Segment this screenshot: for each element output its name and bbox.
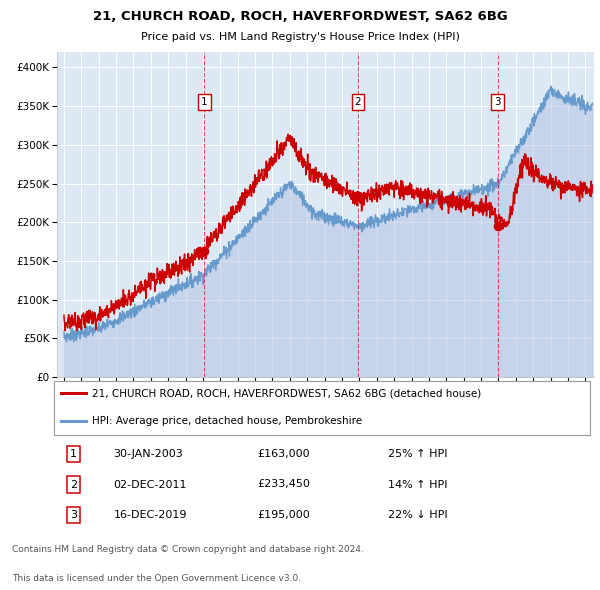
Text: 21, CHURCH ROAD, ROCH, HAVERFORDWEST, SA62 6BG: 21, CHURCH ROAD, ROCH, HAVERFORDWEST, SA… — [92, 11, 508, 24]
FancyBboxPatch shape — [54, 381, 590, 435]
Text: 1: 1 — [70, 449, 77, 459]
Text: 3: 3 — [70, 510, 77, 520]
Text: 21, CHURCH ROAD, ROCH, HAVERFORDWEST, SA62 6BG (detached house): 21, CHURCH ROAD, ROCH, HAVERFORDWEST, SA… — [92, 388, 481, 398]
Text: £233,450: £233,450 — [257, 480, 310, 490]
Text: £195,000: £195,000 — [257, 510, 310, 520]
Text: 14% ↑ HPI: 14% ↑ HPI — [388, 480, 447, 490]
Text: 30-JAN-2003: 30-JAN-2003 — [113, 449, 183, 459]
Text: This data is licensed under the Open Government Licence v3.0.: This data is licensed under the Open Gov… — [12, 574, 301, 583]
Text: £163,000: £163,000 — [257, 449, 310, 459]
Text: 2: 2 — [70, 480, 77, 490]
Text: 16-DEC-2019: 16-DEC-2019 — [113, 510, 187, 520]
Text: 1: 1 — [201, 97, 208, 107]
Text: 2: 2 — [355, 97, 361, 107]
Text: 02-DEC-2011: 02-DEC-2011 — [113, 480, 187, 490]
Text: Price paid vs. HM Land Registry's House Price Index (HPI): Price paid vs. HM Land Registry's House … — [140, 32, 460, 42]
Text: Contains HM Land Registry data © Crown copyright and database right 2024.: Contains HM Land Registry data © Crown c… — [12, 545, 364, 554]
Text: 22% ↓ HPI: 22% ↓ HPI — [388, 510, 447, 520]
Text: 25% ↑ HPI: 25% ↑ HPI — [388, 449, 447, 459]
Text: HPI: Average price, detached house, Pembrokeshire: HPI: Average price, detached house, Pemb… — [92, 416, 362, 426]
Text: 3: 3 — [494, 97, 501, 107]
